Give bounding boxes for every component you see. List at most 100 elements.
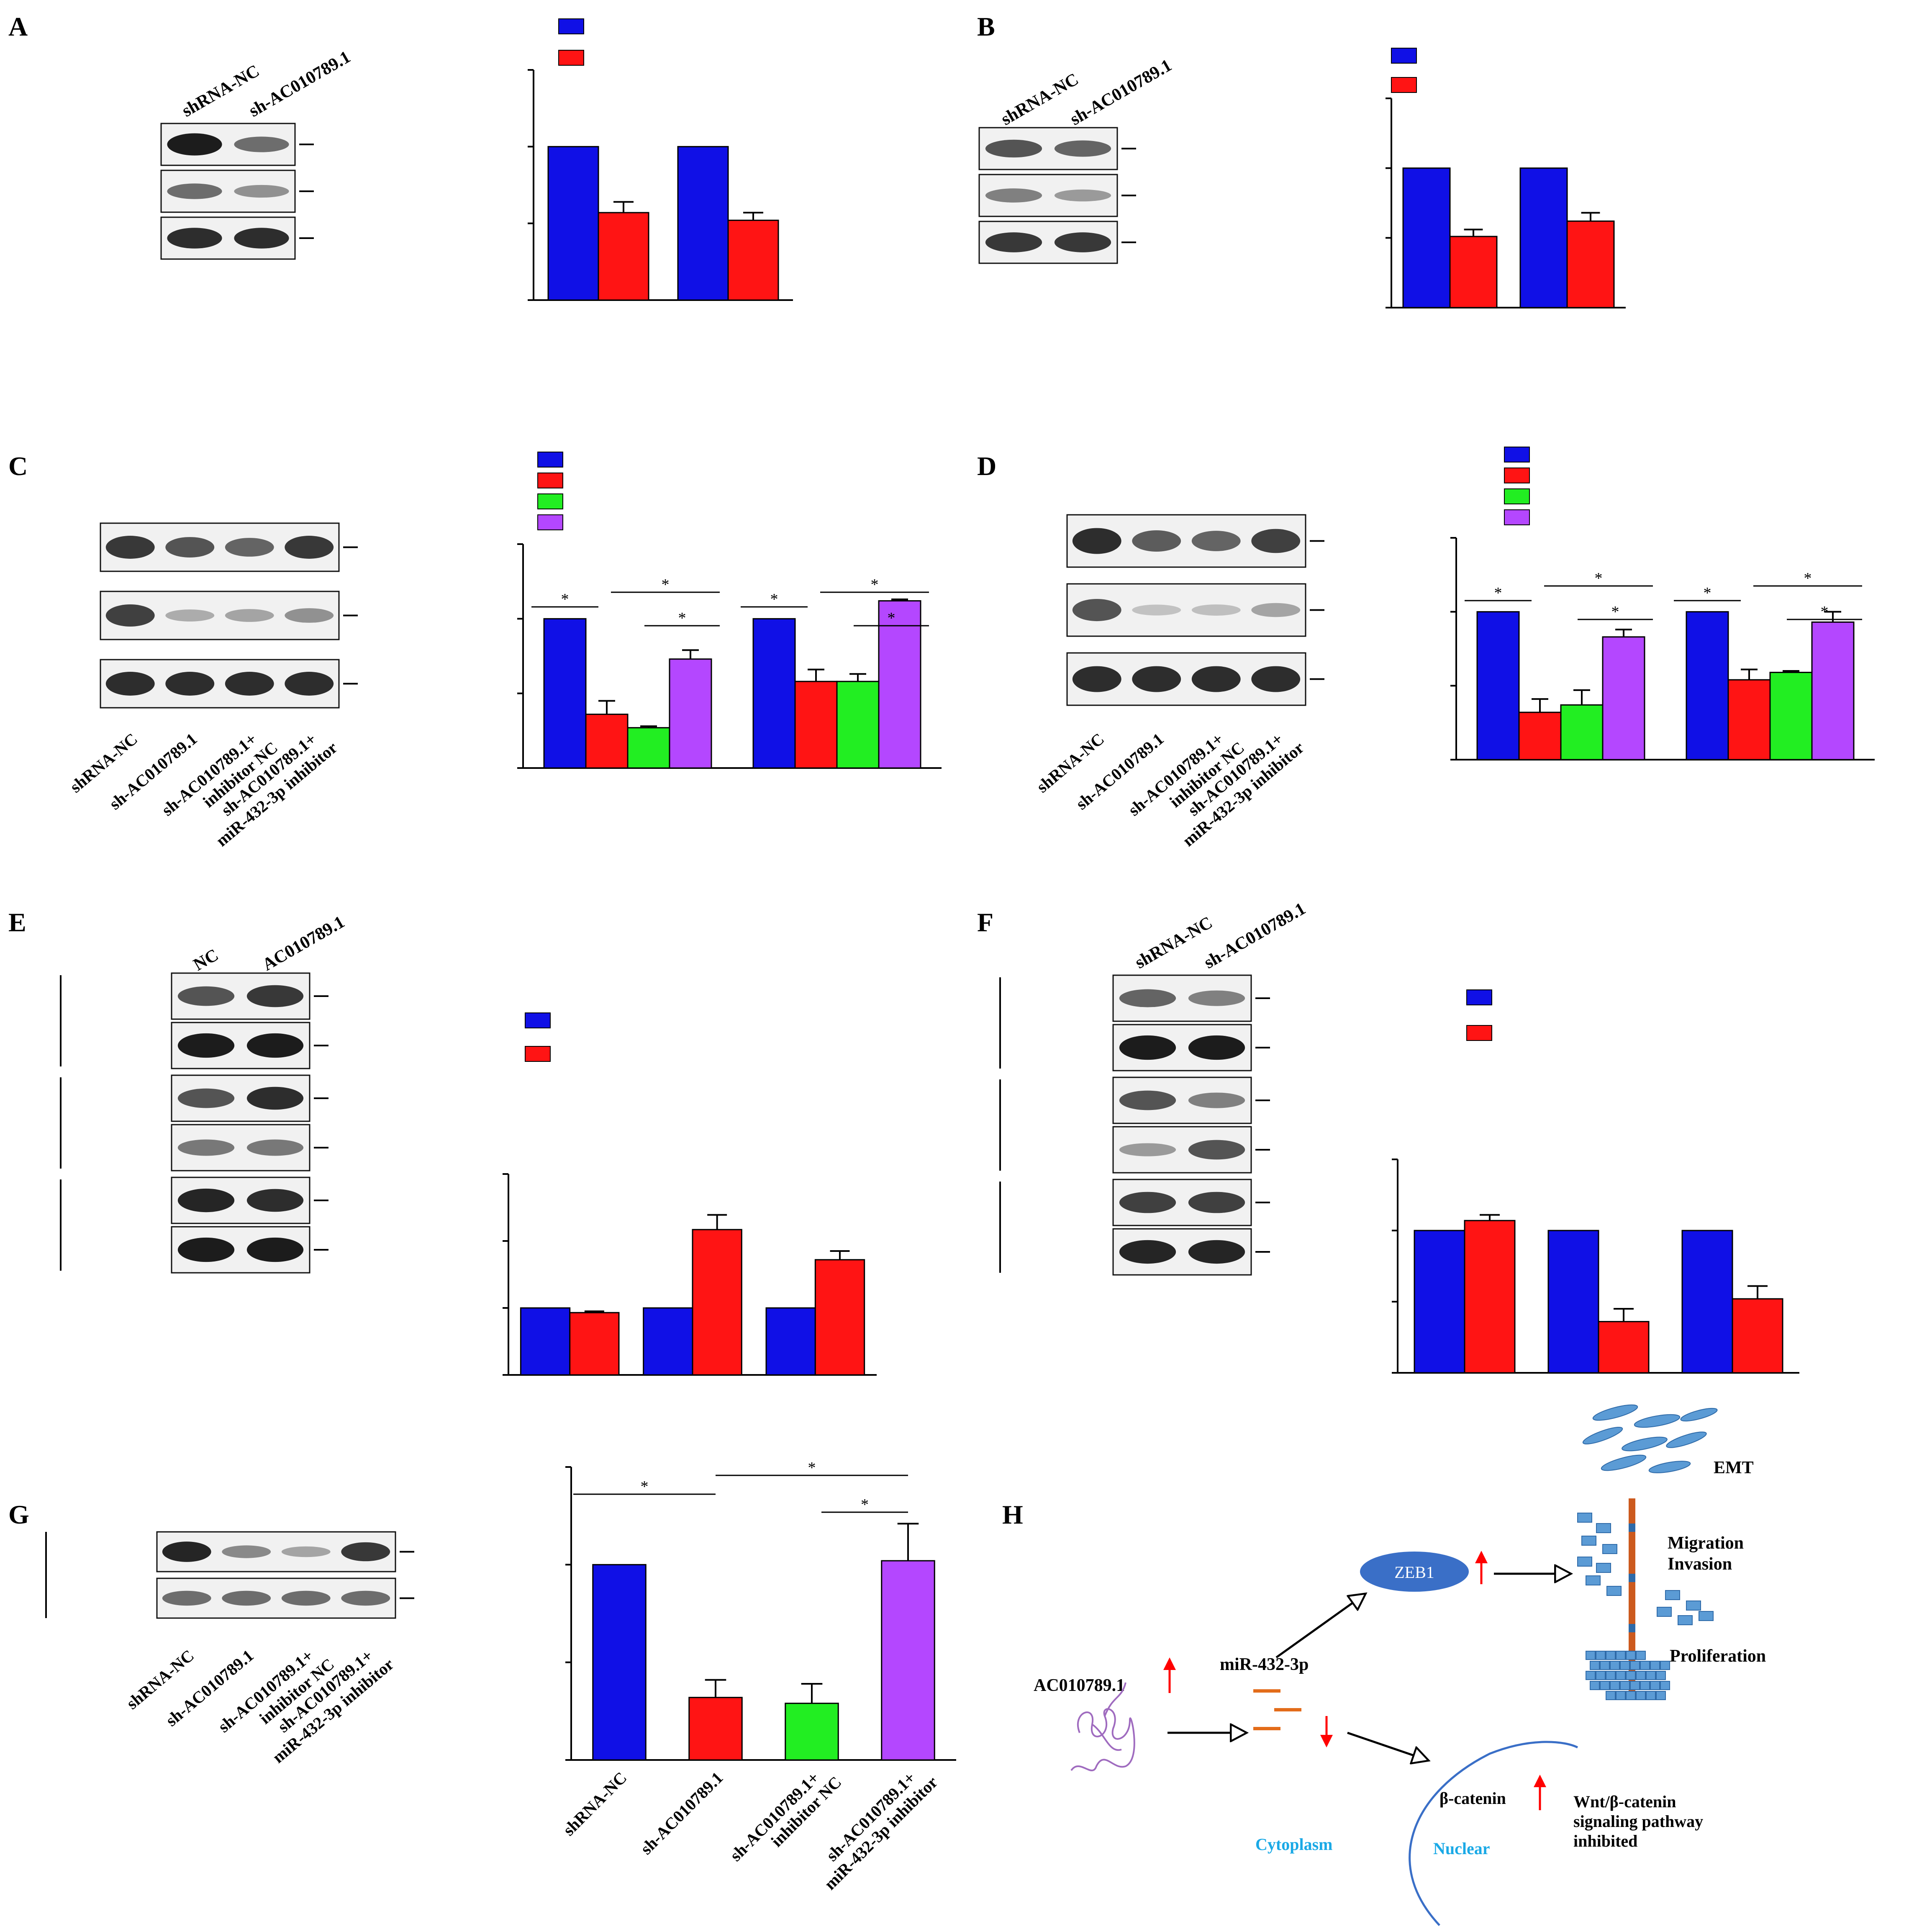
protein-band	[234, 185, 289, 198]
migrating-cell	[1602, 1544, 1617, 1554]
blot-panel-g: shRNA-NCsh-AC010789.1sh-AC010789.1+inhib…	[45, 1531, 414, 1767]
protein-band	[177, 986, 235, 1006]
bar-chart-b	[1386, 48, 1626, 308]
legend-swatch	[1466, 1025, 1492, 1041]
bar	[752, 618, 796, 769]
significance-star: *	[1611, 603, 1619, 621]
protein-band	[225, 609, 274, 622]
migrating-cell	[1678, 1615, 1693, 1625]
bar	[677, 146, 729, 301]
protein-band	[985, 139, 1042, 158]
proliferating-cell	[1590, 1681, 1600, 1690]
proliferating-cell	[1606, 1691, 1616, 1700]
label-zeb1: ZEB1	[1394, 1563, 1434, 1582]
bar	[1727, 679, 1771, 760]
bar	[1518, 712, 1562, 760]
protein-band	[1132, 530, 1181, 552]
proliferating-cell	[1636, 1651, 1646, 1660]
protein-band	[985, 188, 1042, 203]
mirna-icon	[1253, 1689, 1301, 1730]
legend-swatch	[1504, 488, 1530, 504]
protein-band	[222, 1590, 271, 1606]
protein-band	[177, 1088, 235, 1108]
protein-band	[1251, 529, 1301, 553]
membrane-icon	[1629, 1498, 1635, 1691]
protein-band	[105, 604, 155, 627]
bar	[1732, 1298, 1783, 1374]
bar	[794, 681, 838, 769]
protein-band	[1119, 1240, 1176, 1264]
bar	[598, 212, 649, 301]
significance-star: *	[1494, 584, 1502, 602]
protein-band	[1132, 666, 1181, 692]
significance-star: *	[1821, 603, 1829, 621]
bar	[1686, 611, 1729, 760]
protein-band	[246, 985, 304, 1007]
proliferating-cell	[1586, 1671, 1596, 1680]
proliferating-cell	[1660, 1661, 1670, 1670]
panel-letter-f: F	[977, 907, 993, 937]
proliferating-cell	[1606, 1671, 1616, 1680]
protein-band	[167, 133, 222, 156]
bar	[881, 1560, 935, 1761]
protein-band	[177, 1033, 235, 1058]
proliferating-cell	[1646, 1671, 1656, 1680]
panel-letter-g: G	[8, 1500, 29, 1529]
bar	[814, 1259, 865, 1376]
bar	[692, 1229, 742, 1376]
protein-band	[1072, 599, 1121, 622]
protein-band	[1119, 1090, 1176, 1110]
significance-star: *	[1804, 570, 1812, 587]
significance-star: *	[871, 576, 879, 593]
protein-band	[177, 1188, 235, 1213]
protein-band	[246, 1087, 304, 1110]
label-ac010789: AC010789.1	[1034, 1676, 1125, 1695]
protein-band	[1191, 666, 1241, 692]
proliferating-cell	[1610, 1681, 1620, 1690]
bar	[669, 658, 712, 769]
panel-letter-h: H	[1002, 1500, 1023, 1529]
migrating-cell	[1577, 1557, 1592, 1567]
proliferating-cell	[1610, 1661, 1620, 1670]
bar	[1464, 1220, 1516, 1374]
bar	[543, 618, 587, 769]
significance-star: *	[770, 591, 778, 608]
protein-band	[281, 1546, 331, 1557]
bar	[1402, 167, 1451, 308]
protein-band	[1054, 232, 1111, 252]
legend-swatch	[558, 18, 584, 34]
legend-swatch	[1391, 48, 1417, 64]
bar	[1560, 704, 1604, 760]
panel-letter-e: E	[8, 907, 26, 937]
protein-band	[1072, 528, 1121, 554]
proliferating-cell	[1616, 1671, 1626, 1680]
proliferating-cell	[1636, 1671, 1646, 1680]
bar	[1566, 220, 1615, 308]
protein-band	[234, 136, 289, 152]
panel-letter-c: C	[8, 451, 28, 481]
schematic-panel-h: EMT Migration Invasion ZEB1 Proliferatio…	[1034, 1404, 1766, 1926]
legend-swatch	[1466, 989, 1492, 1005]
proliferating-cell	[1596, 1671, 1606, 1680]
legend-swatch	[1391, 77, 1417, 93]
proliferating-cell	[1596, 1651, 1606, 1660]
mir-to-nucleus-arrow-icon	[1347, 1732, 1427, 1760]
bar	[1449, 236, 1498, 308]
protein-band	[1251, 666, 1301, 692]
protein-band	[246, 1237, 304, 1262]
protein-band	[285, 608, 334, 623]
bar	[836, 681, 880, 769]
protein-band	[1191, 531, 1241, 551]
bar	[1681, 1230, 1733, 1374]
legend-swatch	[558, 50, 584, 66]
protein-band	[1188, 990, 1245, 1006]
protein-band	[246, 1139, 304, 1156]
bar	[569, 1312, 620, 1376]
protein-band	[167, 228, 222, 249]
protein-band	[162, 1590, 211, 1606]
legend-swatch	[525, 1046, 551, 1062]
bar	[592, 1564, 647, 1761]
migrating-cell	[1657, 1607, 1672, 1617]
